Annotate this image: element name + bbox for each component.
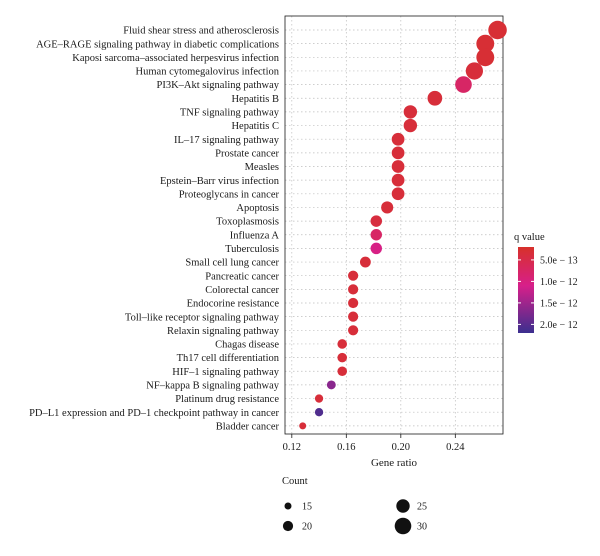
data-point [348, 297, 359, 309]
category-label: Human cytomegalovirus infection [136, 67, 280, 78]
data-point [403, 118, 418, 133]
category-label: Th17 cell differentiation [177, 353, 280, 364]
category-label: HIF–1 signaling pathway [172, 367, 279, 378]
data-point [391, 146, 405, 160]
colorbar-tick-label: 1.0e − 12 [540, 277, 578, 288]
category-labels: Fluid shear stress and atherosclerosis AG… [29, 26, 280, 433]
data-point [427, 90, 443, 106]
data-point [314, 408, 324, 417]
data-points [299, 20, 507, 430]
size-legend-dot [394, 517, 412, 535]
plot-panel-border [284, 15, 504, 435]
data-point [370, 242, 383, 255]
colorbar-tick-label: 2.0e − 12 [540, 320, 578, 331]
data-point [476, 48, 495, 67]
category-label: AGE–RAGE signaling pathway in diabetic c… [36, 39, 279, 50]
x-tick-label: 0.24 [446, 442, 465, 453]
data-point [348, 284, 359, 295]
data-point [299, 422, 307, 430]
data-point [359, 256, 371, 268]
category-label: NF–kappa B signaling pathway [146, 381, 279, 392]
data-point [348, 325, 359, 336]
data-point [488, 20, 507, 40]
category-label: Measles [245, 162, 279, 173]
x-tick-label: 0.16 [337, 442, 355, 453]
category-label: Kaposi sarcoma–associated herpesvirus in… [72, 53, 279, 64]
q-value-colorbar [518, 247, 534, 333]
data-point [455, 76, 472, 93]
category-label: Fluid shear stress and atherosclerosis [123, 26, 279, 37]
category-label: Toll–like receptor signaling pathway [125, 312, 280, 323]
data-point [391, 187, 405, 201]
data-point [370, 229, 383, 241]
q-value-legend: q value 5.0e − 13 1.0e − 12 1.5e − 12 2.0e … [514, 232, 578, 333]
category-label: Small cell lung cancer [185, 258, 279, 269]
x-axis-title: Gene ratio [371, 457, 418, 469]
size-legend-label: 20 [302, 522, 312, 533]
size-legend-label: 30 [417, 522, 427, 533]
category-label: PI3K–Akt signaling pathway [157, 80, 280, 91]
category-label: Toxoplasmosis [216, 217, 279, 228]
category-label: Platinum drug resistance [175, 394, 279, 405]
data-point [337, 366, 348, 377]
data-point [403, 105, 418, 119]
data-point [314, 394, 324, 403]
category-label: Relaxin signaling pathway [167, 326, 280, 337]
data-point [348, 311, 359, 322]
x-tick-label: 0.12 [283, 442, 301, 453]
category-label: Tuberculosis [225, 244, 279, 255]
size-legend-dot [396, 499, 410, 513]
category-label: Pancreatic cancer [205, 271, 279, 282]
category-label: PD–L1 expression and PD–1 checkpoint pat… [29, 408, 279, 419]
category-label: Endocorine resistance [187, 299, 280, 310]
data-point [337, 352, 348, 363]
data-point [381, 201, 394, 214]
x-axis-ticks: 0.12 0.16 0.20 0.24 [283, 434, 465, 453]
data-point [326, 380, 336, 390]
category-label: TNF signaling pathway [180, 108, 280, 119]
colorbar-tick-label: 1.5e − 12 [540, 298, 578, 309]
data-point [476, 34, 495, 53]
x-tick-label: 0.20 [392, 442, 410, 453]
count-legend-title: Count [282, 476, 308, 487]
data-point [337, 339, 348, 349]
q-value-legend-title: q value [514, 232, 545, 243]
grid-lines [285, 16, 503, 434]
category-label: IL–17 signaling pathway [174, 135, 280, 146]
data-point [348, 270, 359, 281]
category-label: Proteoglycans in cancer [179, 189, 280, 200]
data-point [391, 160, 405, 173]
size-legend-dot [284, 502, 292, 510]
category-label: Hepatitis C [231, 121, 279, 132]
count-legend-entries: 15 20 25 30 [282, 499, 427, 535]
q-value-colorbar-ticks: 5.0e − 13 1.0e − 12 1.5e − 12 2.0e − 12 [518, 255, 578, 331]
category-label: Colorectal cancer [205, 285, 279, 296]
category-label: Chagas disease [215, 340, 279, 351]
category-label: Epstein–Barr virus infection [160, 176, 280, 187]
colorbar-tick-label: 5.0e − 13 [540, 255, 578, 266]
size-legend-label: 25 [417, 502, 427, 513]
data-point [391, 132, 405, 146]
data-point [370, 215, 383, 227]
size-legend-label: 15 [302, 502, 312, 513]
category-label: Apoptosis [236, 203, 279, 214]
data-point [465, 62, 484, 80]
category-label: Influenza A [230, 230, 280, 241]
size-legend-dot [282, 520, 294, 532]
count-legend: Count 15 20 25 30 [282, 476, 427, 535]
category-label: Bladder cancer [216, 421, 280, 432]
category-label: Prostate cancer [215, 148, 279, 159]
data-point [391, 173, 405, 187]
category-label: Hepatitis B [231, 94, 279, 105]
